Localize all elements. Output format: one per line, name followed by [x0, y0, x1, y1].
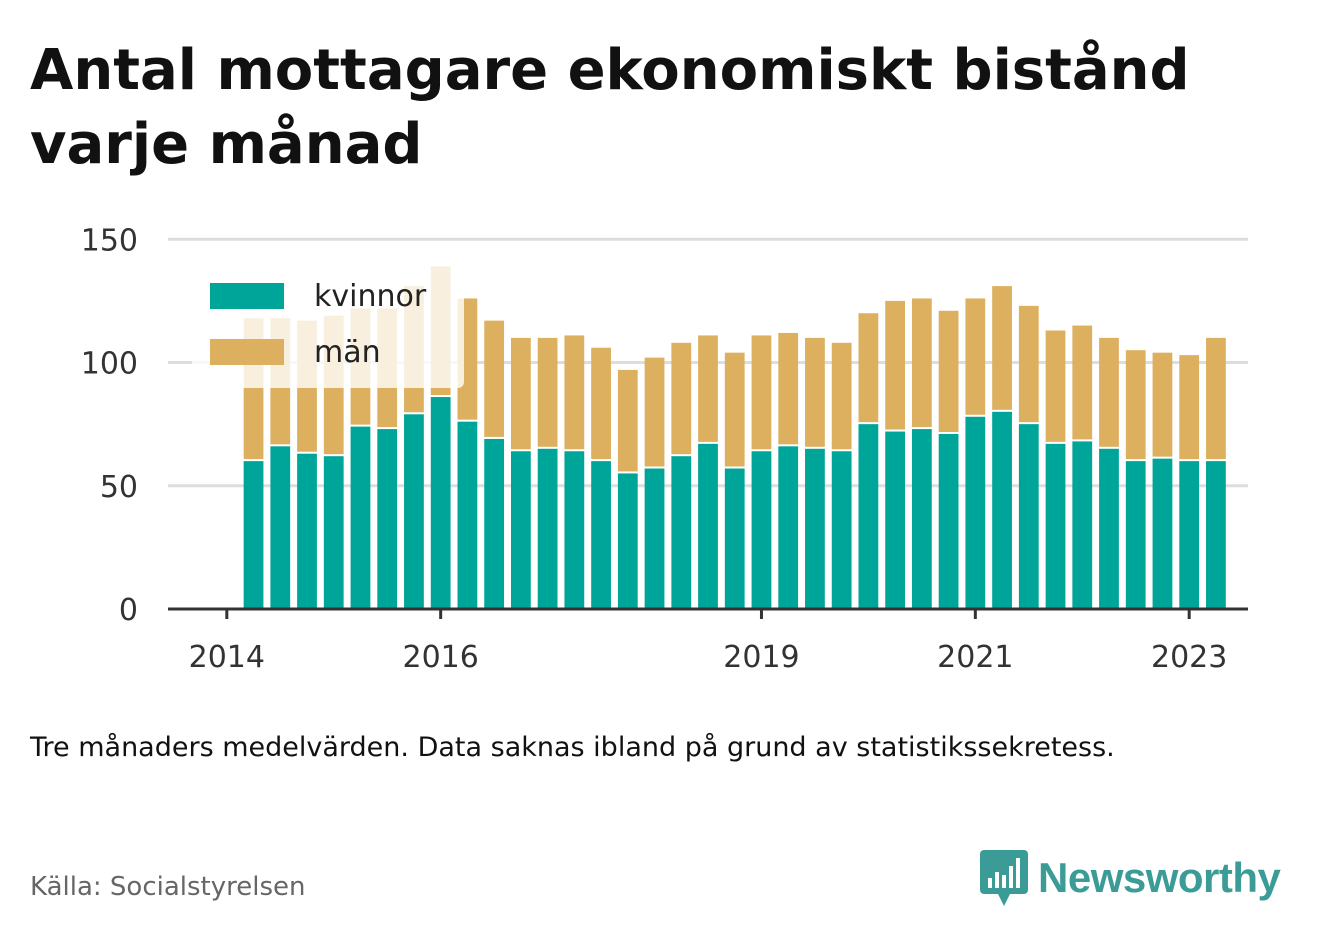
- bar-kvinnor: [457, 421, 478, 609]
- y-tick-label: 150: [81, 223, 138, 258]
- y-tick-label: 50: [100, 470, 138, 505]
- chart-note: Tre månaders medelvärden. Data saknas ib…: [30, 732, 1115, 763]
- bar-kvinnor: [564, 451, 585, 609]
- bar-kvinnor: [1045, 443, 1066, 609]
- bar-man: [1045, 330, 1066, 442]
- bar-kvinnor: [1072, 441, 1093, 609]
- chart-title: Antal mottagare ekonomiskt bistånd varje…: [30, 38, 1190, 177]
- bar-man: [992, 286, 1012, 410]
- bar-man: [724, 352, 745, 467]
- bar-kvinnor: [404, 414, 424, 609]
- chart-svg: 0 50 100 150 2014 2016 2019 2021 2023 kvinnor mä…: [81, 223, 1248, 675]
- bar-kvinnor: [751, 451, 772, 609]
- bar-kvinnor: [1179, 461, 1200, 609]
- bar-man: [1099, 337, 1119, 447]
- bar-kvinnor: [724, 468, 745, 609]
- bar-kvinnor: [778, 446, 799, 609]
- bar-kvinnor: [323, 456, 344, 609]
- bar-man: [911, 298, 932, 428]
- bar-kvinnor: [510, 451, 531, 609]
- bar-kvinnor: [377, 429, 398, 609]
- bar-kvinnor: [591, 461, 611, 609]
- bar-kvinnor: [885, 431, 906, 609]
- bar-kvinnor: [270, 446, 291, 609]
- x-tick-label: 2016: [402, 640, 478, 675]
- y-tick-label: 100: [81, 347, 138, 382]
- bar-kvinnor: [831, 451, 852, 609]
- bar-kvinnor: [938, 434, 959, 609]
- x-tick-label: 2021: [937, 640, 1013, 675]
- bar-man: [1206, 337, 1226, 460]
- bar-kvinnor: [992, 411, 1012, 609]
- bars: [243, 266, 1226, 609]
- bar-man: [510, 337, 531, 450]
- bar-kvinnor: [858, 424, 879, 609]
- bar-man: [1125, 350, 1146, 460]
- y-axis-ticks: 0 50 100 150: [81, 223, 138, 628]
- newsworthy-logo-icon: [980, 850, 1028, 906]
- legend: kvinnor män: [192, 266, 464, 388]
- legend-label-man: män: [314, 335, 381, 370]
- bar-man: [1179, 355, 1200, 460]
- bar-kvinnor: [484, 438, 505, 609]
- bar-kvinnor: [537, 448, 558, 609]
- bar-man: [484, 320, 505, 437]
- x-tick-label: 2019: [723, 640, 799, 675]
- legend-label-kvinnor: kvinnor: [314, 279, 427, 314]
- bar-man: [831, 342, 852, 450]
- bar-man: [671, 342, 692, 455]
- bar-man: [938, 310, 959, 433]
- bar-man: [778, 332, 799, 445]
- bar-man: [537, 337, 558, 447]
- bar-kvinnor: [805, 448, 825, 609]
- brand-name: Newsworthy: [1038, 854, 1281, 901]
- bar-man: [751, 335, 772, 450]
- bar-kvinnor: [671, 456, 692, 609]
- source-label: Källa: Socialstyrelsen: [30, 872, 306, 902]
- bar-kvinnor: [911, 429, 932, 609]
- legend-swatch-man: [210, 339, 284, 365]
- bar-kvinnor: [430, 397, 451, 609]
- bar-man: [1152, 352, 1173, 457]
- brand-logo[interactable]: Newsworthy: [980, 848, 1281, 908]
- legend-swatch-kvinnor: [210, 283, 284, 309]
- x-tick-label: 2014: [189, 640, 265, 675]
- x-axis: 2014 2016 2019 2021 2023: [168, 607, 1248, 675]
- bar-man: [644, 357, 665, 467]
- bar-man: [698, 335, 718, 442]
- bar-kvinnor: [1125, 461, 1146, 609]
- bar-man: [1018, 305, 1039, 423]
- y-tick-label: 0: [119, 593, 138, 628]
- bar-man: [805, 337, 825, 447]
- bar-man: [617, 369, 638, 472]
- bar-kvinnor: [1099, 448, 1119, 609]
- bar-man: [858, 313, 879, 423]
- bar-man: [591, 347, 611, 460]
- x-tick-label: 2023: [1151, 640, 1227, 675]
- bar-kvinnor: [1018, 424, 1039, 609]
- bar-kvinnor: [617, 473, 638, 609]
- bar-kvinnor: [350, 426, 371, 609]
- bar-man: [1072, 325, 1093, 440]
- bar-kvinnor: [1206, 461, 1226, 609]
- bar-kvinnor: [965, 416, 986, 609]
- bar-man: [564, 335, 585, 450]
- bar-kvinnor: [297, 453, 317, 609]
- bar-man: [965, 298, 986, 415]
- bar-kvinnor: [698, 443, 718, 609]
- bar-kvinnor: [644, 468, 665, 609]
- bar-kvinnor: [243, 461, 264, 609]
- bar-man: [885, 300, 906, 430]
- bar-kvinnor: [1152, 458, 1173, 609]
